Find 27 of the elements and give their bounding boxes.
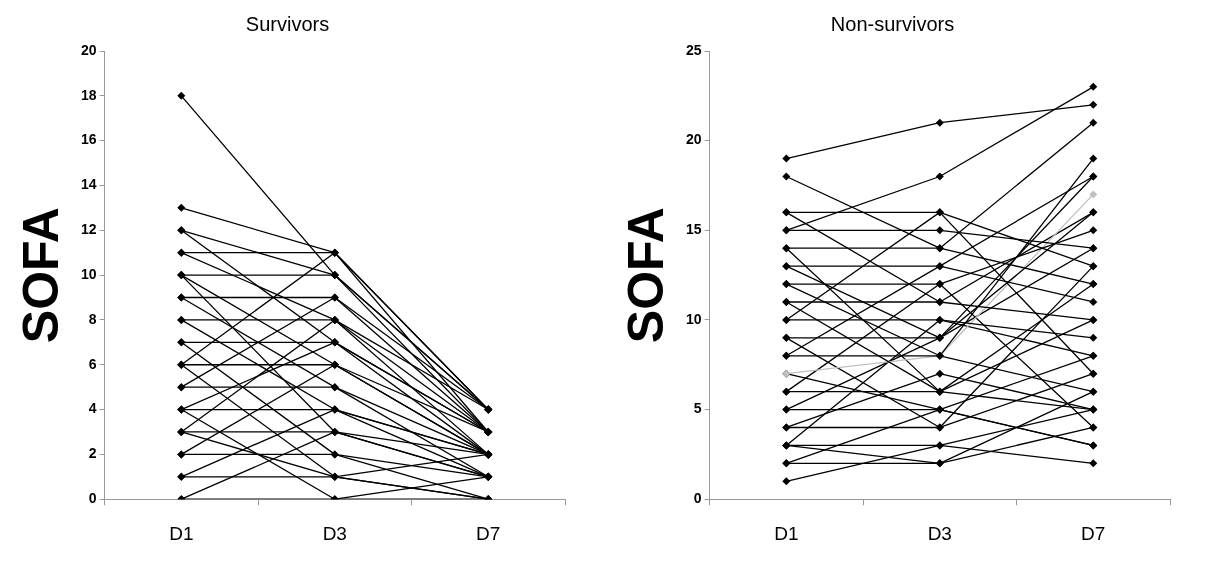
- y-tick-label: 20: [80, 41, 97, 58]
- y-tick-label: 2: [88, 445, 97, 462]
- x-tick-label: D1: [774, 522, 799, 544]
- y-tick-label: 15: [685, 221, 702, 238]
- y-tick-label: 6: [88, 355, 97, 372]
- y-axis-title: SOFA: [617, 207, 674, 344]
- y-tick-label: 18: [80, 86, 97, 103]
- x-tick-label: D7: [1081, 522, 1106, 544]
- x-tick-label: D3: [927, 522, 952, 544]
- y-tick-label: 20: [685, 131, 702, 148]
- chart-title: Survivors: [245, 12, 330, 35]
- x-tick-label: D3: [322, 522, 347, 544]
- y-tick-label: 25: [685, 41, 702, 58]
- y-tick-label: 4: [88, 400, 97, 417]
- y-tick-label: 14: [80, 176, 97, 193]
- y-tick-label: 10: [80, 265, 97, 282]
- y-tick-label: 0: [693, 490, 702, 507]
- y-tick-label: 0: [88, 490, 97, 507]
- chart-title: Non-survivors: [830, 12, 955, 35]
- x-tick-label: D7: [476, 522, 501, 544]
- y-tick-label: 10: [685, 310, 702, 327]
- y-tick-label: 5: [693, 400, 702, 417]
- y-axis-title: SOFA: [12, 207, 69, 344]
- x-tick-label: D1: [169, 522, 194, 544]
- y-tick-label: 8: [88, 310, 97, 327]
- y-tick-label: 12: [80, 221, 97, 238]
- y-tick-label: 16: [80, 131, 97, 148]
